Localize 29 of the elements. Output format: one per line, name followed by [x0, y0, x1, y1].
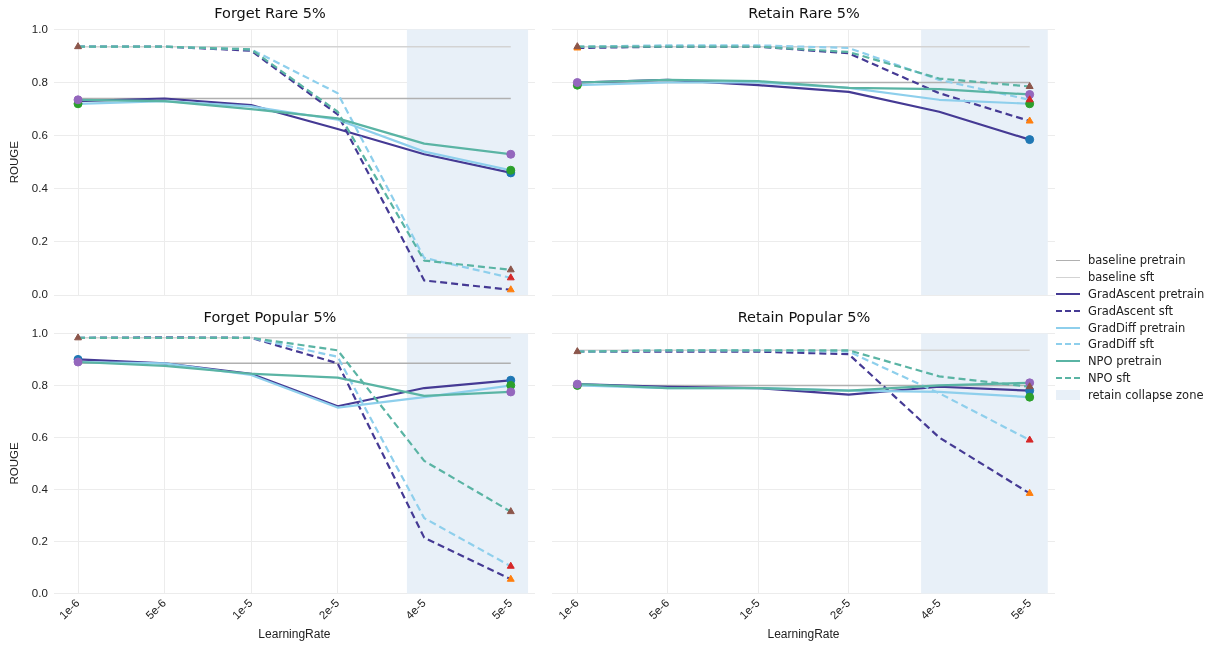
x-axis-title: LearningRate — [258, 627, 331, 642]
y-axis-title: ROUGE — [8, 442, 21, 485]
y-tick-label: 1.0 — [31, 22, 48, 35]
legend-label: retain collapse zone — [1088, 387, 1204, 402]
x-axis-title: LearningRate — [767, 627, 840, 642]
y-tick-label: 0.6 — [31, 430, 48, 443]
y-axis-title: ROUGE — [8, 140, 21, 184]
y-tick-label: 0.2 — [31, 235, 48, 248]
y-tick-label: 0.0 — [31, 288, 48, 301]
legend-label: NPO sft — [1088, 370, 1131, 385]
y-tick-label: 0.4 — [31, 181, 49, 194]
chart-title: Retain Rare 5% — [748, 5, 860, 22]
legend-label: GradDiff sft — [1088, 337, 1154, 352]
legend-label: GradAscent sft — [1088, 303, 1174, 318]
y-tick-label: 0.8 — [31, 75, 48, 88]
y-tick-label: 1.0 — [31, 326, 48, 339]
legend-label: baseline pretrain — [1088, 253, 1186, 268]
y-tick-label: 0.6 — [31, 128, 48, 141]
chart-title: Retain Popular 5% — [737, 309, 871, 326]
y-tick-label: 0.8 — [31, 378, 48, 391]
legend-label: NPO pretrain — [1088, 354, 1162, 369]
y-tick-label: 0.0 — [31, 586, 48, 599]
legend-label: GradAscent pretrain — [1088, 286, 1205, 301]
legend-label: baseline sft — [1088, 270, 1155, 285]
chart-title: Forget Popular 5% — [203, 309, 337, 326]
y-tick-label: 0.2 — [31, 534, 48, 547]
chart-title: Forget Rare 5% — [214, 5, 326, 22]
y-tick-label: 0.4 — [31, 482, 49, 495]
legend-label: GradDiff pretrain — [1088, 320, 1186, 335]
